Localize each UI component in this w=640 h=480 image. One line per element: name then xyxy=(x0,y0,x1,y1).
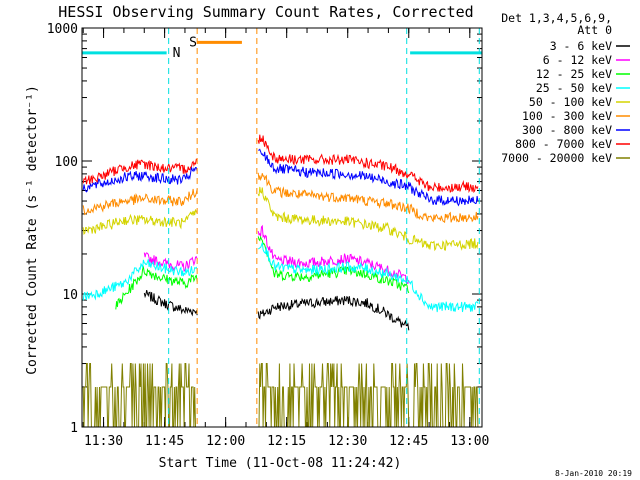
y-tick-label: 100 xyxy=(55,155,78,170)
legend-header: Det 1,3,4,5,6,9, xyxy=(501,11,612,25)
x-tick-label: 11:45 xyxy=(145,434,184,449)
legend-label: 800 - 7000 keV xyxy=(515,137,612,151)
legend-label: 7000 - 20000 keV xyxy=(501,151,612,165)
legend-label: 50 - 100 keV xyxy=(529,95,612,109)
plot-area: 1 10 100 1000 11:30 11:45 12:00 12:15 12:30 12:45… xyxy=(47,22,490,449)
flag-label: S xyxy=(189,35,197,50)
y-tick-label: 1000 xyxy=(47,22,78,37)
legend-label: 25 - 50 keV xyxy=(536,81,612,95)
timestamp-stamp: 8-Jan-2010 20:19 xyxy=(555,469,632,478)
legend-label: 100 - 300 keV xyxy=(522,109,612,123)
x-tick-label: 12:30 xyxy=(328,434,367,449)
series-line xyxy=(82,242,479,313)
series-line xyxy=(82,186,479,252)
x-tick-label: 12:15 xyxy=(267,434,306,449)
x-tick-label: 11:30 xyxy=(84,434,123,449)
series-line xyxy=(82,148,479,207)
legend-label: 12 - 25 keV xyxy=(536,67,612,81)
x-tick-label: 12:45 xyxy=(389,434,428,449)
y-tick-label: 10 xyxy=(62,288,78,303)
legend-label: 6 - 12 keV xyxy=(543,53,612,67)
flag-label: N xyxy=(173,46,181,61)
series-line xyxy=(82,363,479,428)
legend-label: 300 - 800 keV xyxy=(522,123,612,137)
y-axis-label: Corrected Count Rate (s⁻¹ detector⁻¹) xyxy=(25,85,40,375)
legend-header: Att 0 xyxy=(577,23,612,37)
x-tick-label: 12:00 xyxy=(206,434,245,449)
chart-title: HESSI Observing Summary Count Rates, Cor… xyxy=(58,3,473,21)
series-line xyxy=(82,134,479,194)
y-tick-label: 1 xyxy=(70,421,78,436)
x-axis-label: Start Time (11-Oct-08 11:24:42) xyxy=(159,456,402,471)
series-line xyxy=(143,289,410,331)
legend-label: 3 - 6 keV xyxy=(550,39,612,53)
series-line xyxy=(82,172,479,224)
plot-frame xyxy=(81,27,483,428)
x-tick-label: 13:00 xyxy=(450,434,489,449)
